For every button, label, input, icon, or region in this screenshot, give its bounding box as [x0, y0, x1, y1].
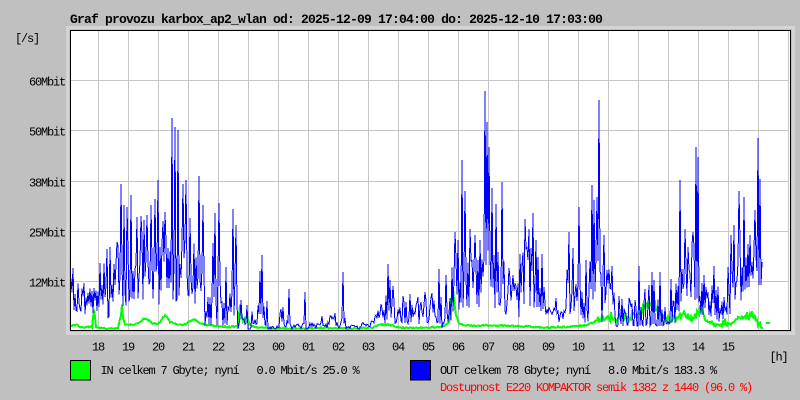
- svg-text:06: 06: [452, 341, 465, 355]
- svg-text:03: 03: [362, 341, 375, 355]
- svg-text:18: 18: [92, 341, 105, 355]
- svg-text:22: 22: [212, 341, 225, 355]
- svg-text:15: 15: [722, 341, 735, 355]
- svg-text:38Mbit: 38Mbit: [29, 177, 65, 191]
- svg-text:19: 19: [122, 341, 135, 355]
- svg-text:50Mbit: 50Mbit: [29, 126, 65, 140]
- svg-text:IN celkem 7 Gbyte; nyní 0.0: IN celkem 7 Gbyte; nyní 0.0 Mbit/s 25.0 …: [101, 364, 361, 378]
- svg-text:01: 01: [302, 341, 315, 355]
- svg-text:20: 20: [152, 341, 165, 355]
- svg-text:07: 07: [482, 341, 495, 355]
- svg-text:10: 10: [572, 341, 585, 355]
- svg-text:02: 02: [332, 341, 345, 355]
- svg-text:13: 13: [662, 341, 675, 355]
- svg-text:04: 04: [392, 341, 405, 355]
- svg-text:OUT celkem 78 Gbyte; nyní 8.: OUT celkem 78 Gbyte; nyní 8.0 Mbit/s 183…: [440, 364, 718, 378]
- svg-text:14: 14: [692, 341, 705, 355]
- svg-text:05: 05: [422, 341, 435, 355]
- svg-text:60Mbit: 60Mbit: [29, 76, 65, 90]
- svg-text:12Mbit: 12Mbit: [29, 277, 65, 291]
- svg-text:[h]: [h]: [769, 351, 787, 365]
- svg-text:Graf provozu karbox_ap2_wlan o: Graf provozu karbox_ap2_wlan od: 2025-12…: [70, 12, 603, 27]
- svg-text:23: 23: [242, 341, 255, 355]
- svg-text:08: 08: [512, 341, 525, 355]
- svg-text:25Mbit: 25Mbit: [29, 227, 65, 241]
- svg-text:[/s]: [/s]: [15, 32, 39, 46]
- svg-text:12: 12: [632, 341, 645, 355]
- svg-text:11: 11: [602, 341, 615, 355]
- svg-text:Dostupnost E220 KOMPAKTOR semi: Dostupnost E220 KOMPAKTOR semik 1382 z 1…: [440, 381, 752, 395]
- svg-text:00: 00: [272, 341, 285, 355]
- svg-text:21: 21: [182, 341, 195, 355]
- svg-text:09: 09: [542, 341, 555, 355]
